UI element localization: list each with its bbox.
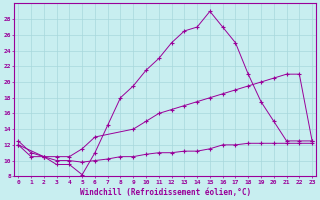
- X-axis label: Windchill (Refroidissement éolien,°C): Windchill (Refroidissement éolien,°C): [80, 188, 251, 197]
